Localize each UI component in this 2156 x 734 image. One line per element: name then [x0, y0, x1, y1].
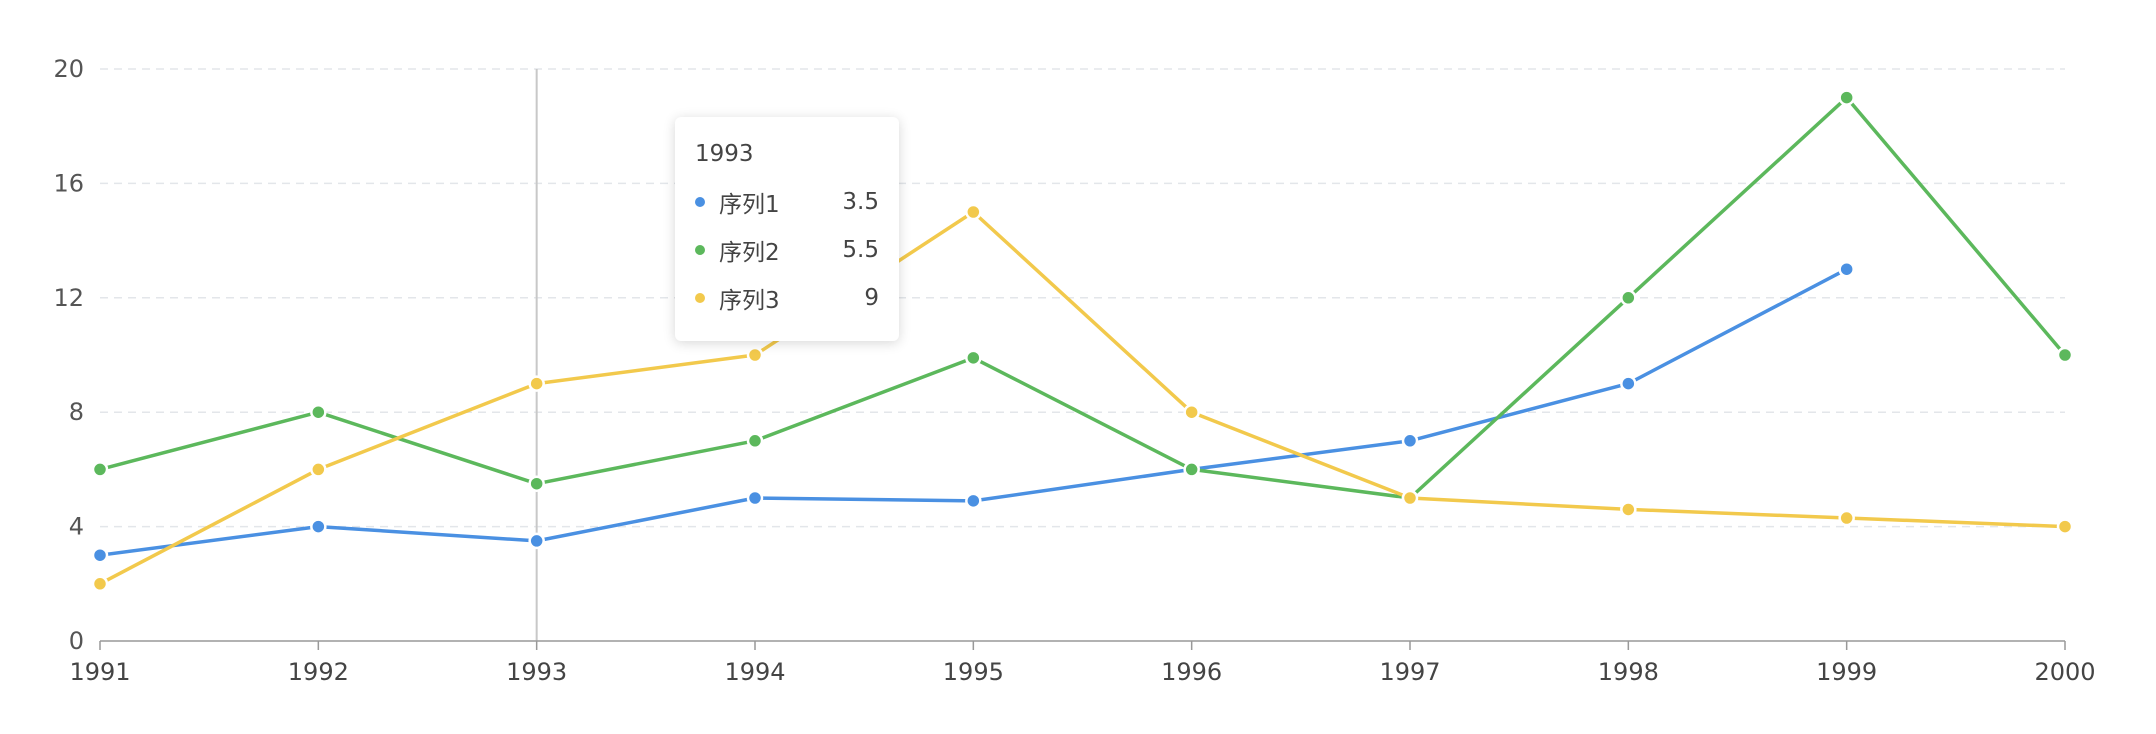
- y-tick-label: 0: [69, 627, 84, 655]
- data-point: [1620, 375, 1637, 392]
- y-tick-label: 20: [53, 55, 84, 83]
- data-point: [528, 375, 545, 392]
- data-point: [2056, 346, 2074, 364]
- data-point: [965, 349, 982, 367]
- tooltip-row-series2: 序列2 5.5: [695, 235, 879, 266]
- tooltip-row-series3: 序列3 9: [695, 283, 879, 314]
- data-point: [310, 461, 327, 478]
- data-point: [746, 432, 764, 450]
- x-tick-label: 1994: [724, 658, 785, 686]
- data-point: [1401, 489, 1419, 507]
- data-point: [91, 461, 109, 478]
- data-point: [1401, 432, 1419, 450]
- tooltip-series-name: 序列2: [719, 240, 780, 266]
- series-2: [91, 89, 2074, 507]
- data-point: [1183, 403, 1200, 421]
- series-line: [98, 210, 2067, 586]
- y-tick-label: 4: [69, 513, 84, 541]
- data-point: [1620, 289, 1637, 307]
- x-tick-label: 1998: [1598, 658, 1659, 686]
- data-point: [528, 475, 545, 492]
- grid-lines: [100, 68, 2065, 528]
- data-point: [965, 492, 982, 510]
- data-point: [1838, 89, 1855, 106]
- y-tick-label: 8: [69, 398, 84, 426]
- data-point: [91, 546, 109, 564]
- data-point: [746, 489, 764, 507]
- tooltip-series-value: 5.5: [842, 237, 879, 263]
- data-point: [310, 518, 327, 535]
- tooltip-series-name: 序列3: [719, 288, 780, 314]
- tooltip-series-value: 9: [864, 285, 879, 311]
- data-point: [2056, 518, 2074, 535]
- x-tick-label: 1996: [1161, 658, 1222, 686]
- series-dot-icon: [695, 293, 705, 303]
- tooltip-title: 1993: [695, 141, 754, 167]
- x-tick-label: 1997: [1379, 658, 1440, 686]
- data-point: [1620, 501, 1637, 518]
- series-3: [91, 203, 2074, 593]
- series-dot-icon: [695, 245, 705, 255]
- data-point: [746, 346, 764, 364]
- x-tick-label: 1995: [943, 658, 1004, 686]
- y-axis: 0 4 8 12 16 20: [53, 55, 84, 655]
- data-point: [310, 403, 327, 421]
- tooltip-row-series1: 序列1 3.5: [695, 187, 879, 218]
- data-point: [1838, 260, 1855, 278]
- x-tick-label: 1993: [506, 658, 567, 686]
- data-point: [1183, 461, 1200, 478]
- y-tick-label: 16: [53, 169, 84, 197]
- y-tick-label: 12: [53, 284, 84, 312]
- tooltip-series-value: 3.5: [842, 189, 879, 215]
- x-tick-label: 2000: [2034, 658, 2095, 686]
- x-tick-label: 1992: [288, 658, 349, 686]
- x-tick-label: 1991: [69, 658, 130, 686]
- series-dot-icon: [695, 197, 705, 207]
- series-line: [98, 95, 2067, 500]
- data-point: [1838, 509, 1855, 527]
- data-point: [965, 203, 982, 221]
- series-1: [91, 260, 1855, 564]
- x-tick-label: 1999: [1816, 658, 1877, 686]
- data-point: [528, 532, 545, 550]
- data-point: [91, 575, 109, 593]
- tooltip-series-name: 序列1: [719, 192, 780, 218]
- tooltip: 1993 序列1 3.5 序列2 5.5 序列3 9: [675, 117, 899, 341]
- x-axis: 1991 1992 1993 1994 1995 1996 1997 1998 1999 2000: [69, 640, 2096, 686]
